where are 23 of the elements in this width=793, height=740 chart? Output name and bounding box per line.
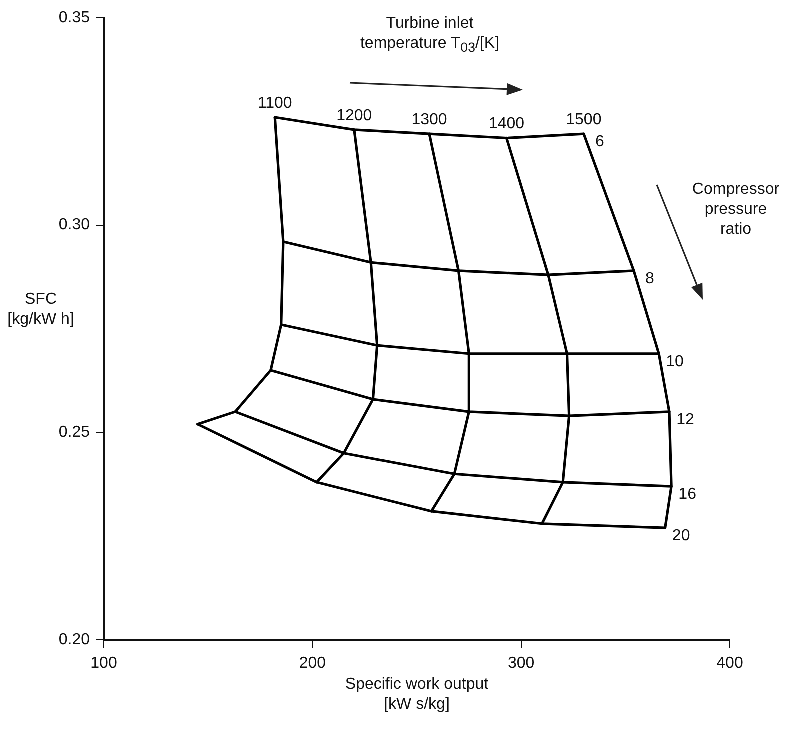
series-label: 1100 — [258, 94, 292, 112]
y-tick-label: 0.20 — [58, 631, 90, 648]
series-label: 1400 — [488, 116, 525, 133]
series-label: 20 — [672, 527, 690, 544]
series-label: 1500 — [566, 112, 602, 129]
x-tick-label: 400 — [716, 655, 744, 672]
series-label: 1200 — [336, 107, 372, 124]
series-label: 16 — [678, 486, 697, 503]
x-tick-label: 200 — [299, 655, 326, 672]
series-label: 8 — [646, 270, 655, 288]
series-label: 12 — [676, 411, 694, 428]
series-label: 10 — [666, 353, 684, 370]
series-label: 6 — [595, 134, 604, 151]
series-label: 1300 — [412, 112, 448, 129]
annotation: Compressor pressure ratio — [691, 180, 781, 240]
x-axis-title: Specific work output [kW s/kg] — [344, 675, 490, 715]
x-tick-label: 100 — [90, 655, 118, 672]
y-tick-label: 0.25 — [58, 424, 90, 442]
y-tick-label: 0.35 — [58, 9, 90, 26]
y-axis-title: SFC [kg/kW h] — [6, 290, 76, 330]
x-tick-label: 300 — [508, 655, 535, 672]
y-tick-label: 0.30 — [58, 216, 90, 234]
annotation: Turbine inlet temperature T$_{03}$/[K] — [359, 14, 501, 57]
